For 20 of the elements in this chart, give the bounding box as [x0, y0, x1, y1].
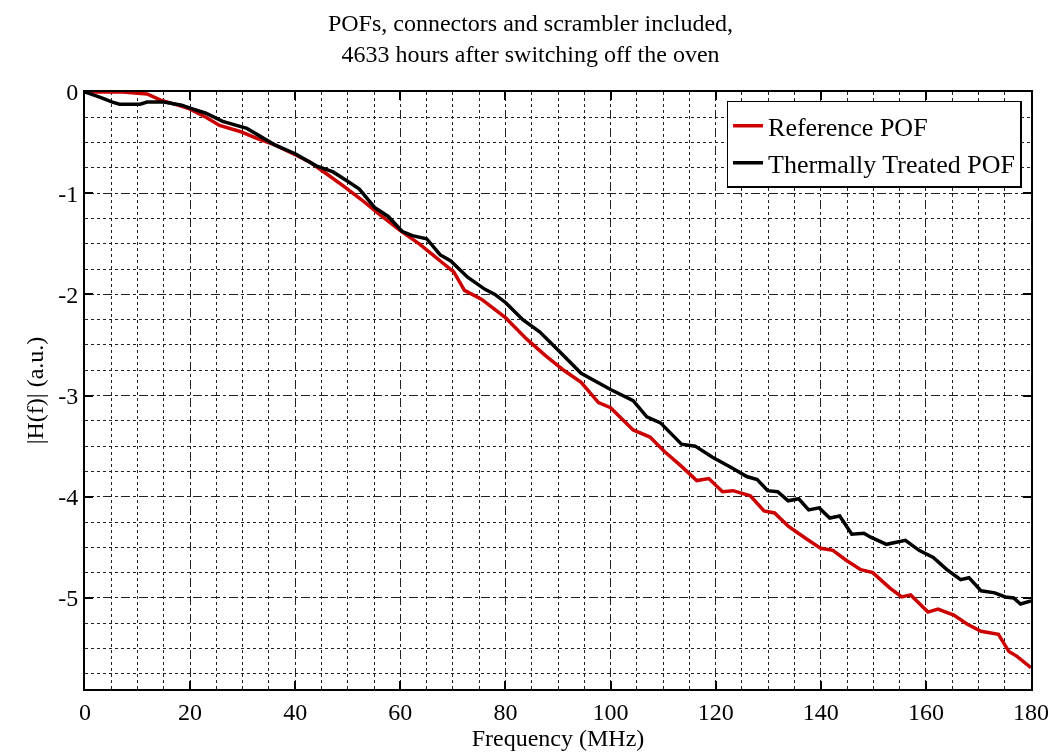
x-tick-label: 180 [1013, 698, 1049, 725]
x-tick-label: 120 [697, 698, 734, 725]
y-tick-label: -2 [58, 281, 79, 308]
y-tick-label: 0 [66, 79, 79, 106]
x-tick-label: 140 [802, 698, 839, 725]
x-tick-label: 40 [283, 698, 308, 725]
y-tick-label: -3 [58, 382, 79, 409]
x-tick-label: 80 [493, 698, 518, 725]
y-tick-label: -5 [58, 585, 79, 612]
x-axis-title: Frequency (MHz) [471, 724, 645, 751]
legend-label: Reference POF [768, 113, 928, 142]
x-tick-label: 100 [592, 698, 629, 725]
x-tick-label: 160 [907, 698, 944, 725]
x-tick-label: 20 [178, 698, 203, 725]
x-tick-label: 60 [388, 698, 413, 725]
y-tick-label: -4 [58, 484, 79, 511]
chart-title: POFs, connectors and scrambler included, 4633 hours after switching off the oven [327, 10, 734, 68]
y-axis-title: |H(f)| (a.u.) [21, 336, 48, 445]
y-tick-label: -1 [58, 180, 79, 207]
legend-label: Thermally Treated POF [768, 149, 1016, 179]
